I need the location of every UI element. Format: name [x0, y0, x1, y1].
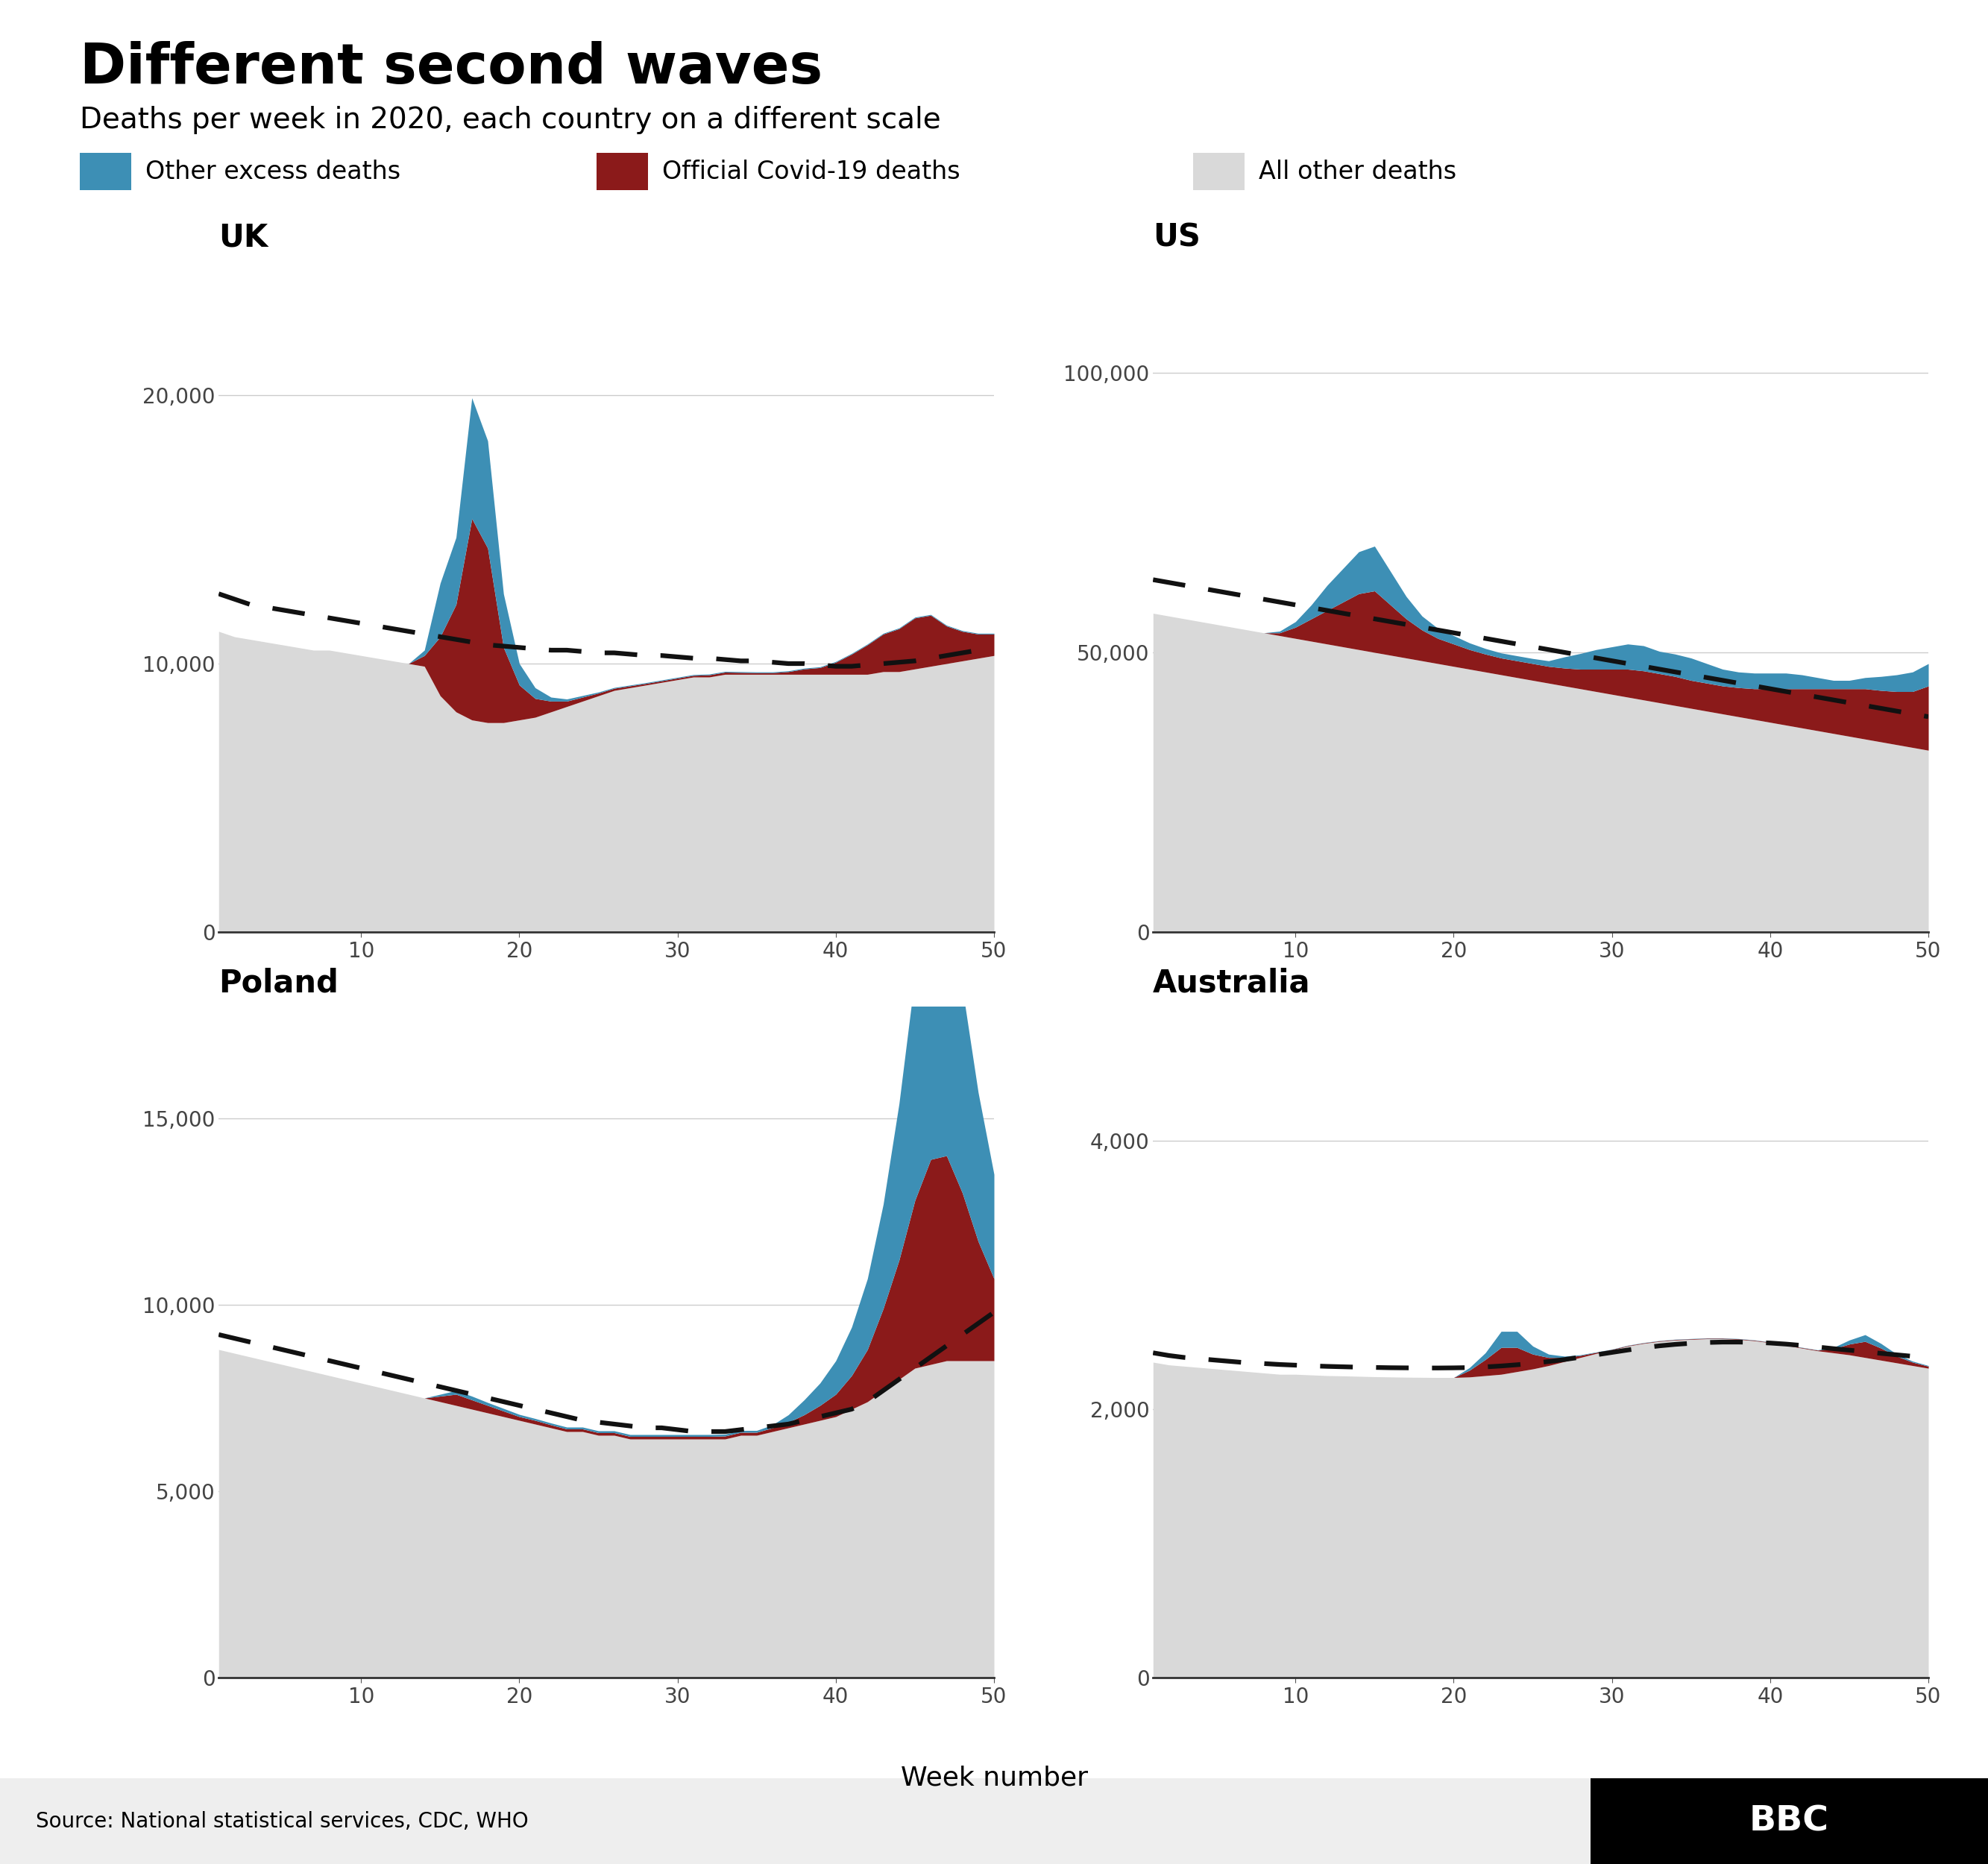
Text: Source: National statistical services, CDC, WHO: Source: National statistical services, C… — [36, 1810, 529, 1832]
Text: UK: UK — [219, 222, 268, 254]
Text: Poland: Poland — [219, 967, 338, 999]
Text: Different second waves: Different second waves — [80, 41, 823, 95]
Text: Other excess deaths: Other excess deaths — [145, 158, 400, 185]
Text: BBC: BBC — [1749, 1804, 1829, 1838]
Text: Australia: Australia — [1153, 967, 1310, 999]
Text: Deaths per week in 2020, each country on a different scale: Deaths per week in 2020, each country on… — [80, 106, 940, 134]
Text: US: US — [1153, 222, 1201, 254]
Text: All other deaths: All other deaths — [1258, 158, 1455, 185]
Text: Official Covid-19 deaths: Official Covid-19 deaths — [662, 158, 960, 185]
Text: Week number: Week number — [901, 1765, 1087, 1791]
